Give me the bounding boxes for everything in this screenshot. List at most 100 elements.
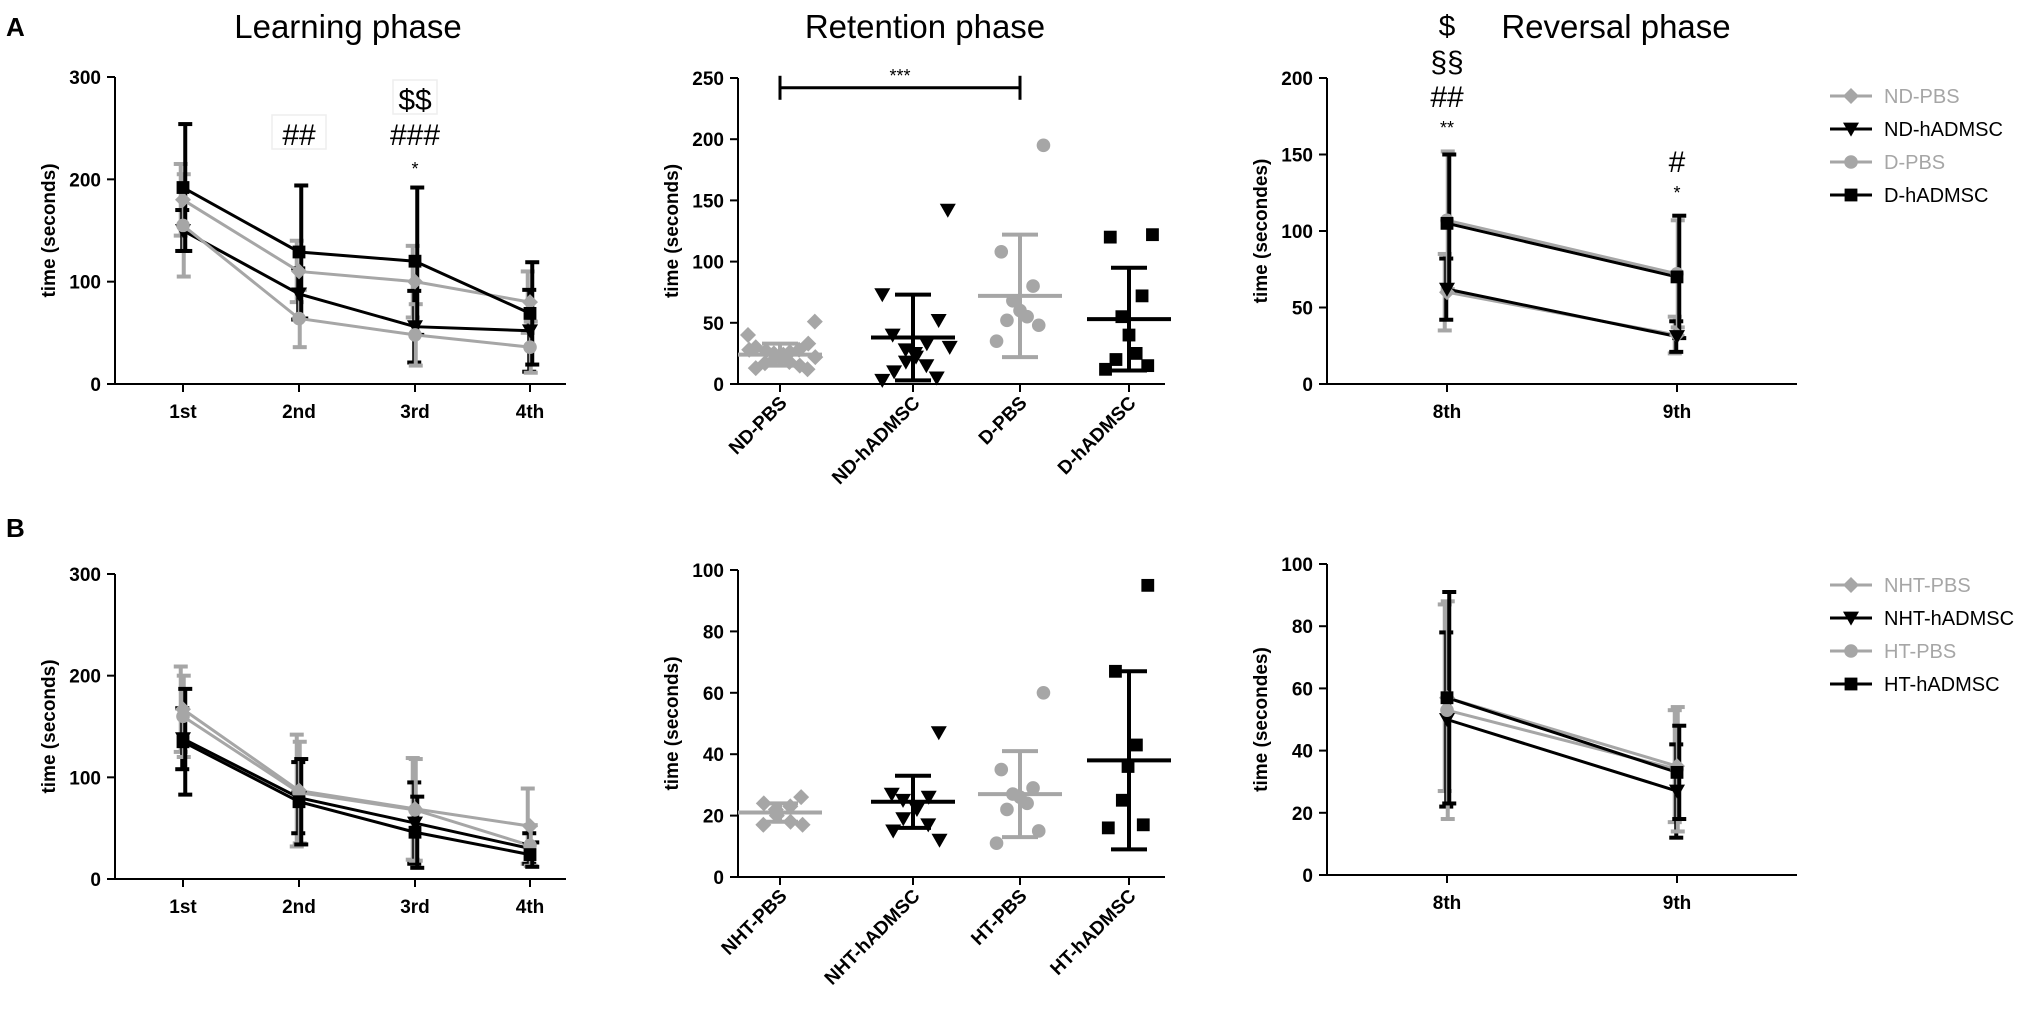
y-tick-label: 200	[692, 130, 724, 151]
x-tick-label: 1st	[169, 402, 197, 423]
series-line	[182, 229, 531, 333]
data-point	[989, 334, 1004, 348]
x-tick-label: D-PBS	[975, 393, 1032, 450]
data-point	[807, 349, 824, 366]
legend-label: NHT-PBS	[1884, 575, 1971, 597]
legend-label: HT-hADMSC	[1884, 674, 2000, 696]
data-point	[291, 263, 307, 280]
legends: ND-PBS ND-hADMSC D-PBS D-hADMSC NHT-PBS NHT-h…	[1830, 86, 2014, 696]
data-point	[1000, 802, 1014, 817]
y-tick-label: 150	[692, 191, 724, 212]
legend-marker	[1843, 577, 1859, 593]
data-point	[292, 795, 306, 809]
y-tick-label: 150	[1281, 146, 1313, 167]
chart-title: Learning phase	[234, 8, 462, 45]
y-axis-label: time (seconds)	[662, 656, 683, 790]
data-point	[941, 340, 958, 355]
y-tick-label: 300	[69, 565, 101, 586]
data-point	[291, 287, 307, 302]
series-line	[1446, 221, 1678, 279]
data-point	[407, 320, 423, 335]
data-point	[994, 762, 1009, 777]
data-point	[794, 816, 811, 833]
data-point	[176, 709, 190, 724]
x-tick-label: 3rd	[400, 402, 430, 423]
data-point	[1136, 818, 1150, 832]
data-point	[897, 355, 914, 370]
data-point	[292, 245, 306, 259]
y-axis-label: time (seconds)	[39, 659, 60, 793]
y-tick-label: 200	[69, 170, 101, 191]
data-point	[989, 836, 1004, 851]
data-point	[1031, 318, 1046, 333]
data-point	[1036, 686, 1051, 700]
data-point	[1020, 796, 1034, 811]
legend-b: NHT-PBS NHT-hADMSC HT-PBS HT-hADMSC	[1830, 575, 2014, 696]
significance-annotation: **	[1440, 118, 1454, 138]
data-point	[523, 306, 537, 320]
series-line	[182, 198, 531, 304]
data-point	[522, 294, 538, 311]
significance-annotation: *	[411, 159, 418, 179]
y-tick-label: 80	[1292, 617, 1313, 638]
y-tick-label: 60	[1292, 679, 1313, 700]
data-point	[799, 361, 816, 378]
y-axis-label: time (seconds)	[662, 164, 683, 298]
x-tick-label: 8th	[1433, 893, 1462, 914]
y-tick-label: 0	[713, 868, 724, 889]
data-point	[1026, 781, 1040, 795]
significance-annotation: §§	[1430, 46, 1463, 79]
data-point	[407, 273, 423, 290]
data-point	[408, 254, 422, 268]
data-point	[408, 328, 422, 342]
y-tick-label: 200	[1281, 69, 1313, 90]
chart-title: Retention phase	[805, 8, 1045, 45]
legend-label: NHT-hADMSC	[1884, 608, 2014, 630]
x-tick-label: 3rd	[400, 897, 430, 918]
data-point	[886, 365, 903, 380]
x-tick-label: NHT-hADMSC	[821, 885, 925, 989]
significance-annotation: ##	[282, 119, 316, 152]
x-tick-label: HT-PBS	[967, 886, 1031, 950]
data-point	[1031, 824, 1046, 838]
y-axis-label: time (secondes)	[1251, 159, 1272, 304]
x-tick-label: 9th	[1663, 893, 1692, 914]
x-tick-label: 4th	[516, 402, 545, 423]
data-point	[920, 818, 937, 833]
legend-label: HT-PBS	[1884, 641, 1956, 663]
series-line	[182, 707, 531, 828]
data-point	[1129, 738, 1143, 752]
y-tick-label: 100	[69, 273, 101, 294]
data-point	[1135, 289, 1149, 303]
y-tick-label: 300	[69, 68, 101, 89]
annotation-box	[392, 79, 438, 115]
data-point	[176, 218, 190, 233]
series-line	[1446, 287, 1678, 339]
data-point	[175, 191, 191, 208]
data-point	[1440, 216, 1454, 230]
data-point	[408, 803, 422, 817]
data-point	[1141, 578, 1155, 592]
data-point	[1115, 793, 1129, 807]
y-tick-label: 100	[69, 768, 101, 789]
data-point	[920, 790, 937, 805]
series-line	[182, 186, 531, 315]
data-point	[994, 245, 1009, 259]
data-point	[1669, 784, 1685, 799]
data-point	[918, 337, 935, 352]
chart-title: Reversal phase	[1501, 8, 1730, 45]
data-point	[930, 313, 947, 328]
data-point	[1115, 310, 1129, 324]
legend-marker	[1843, 88, 1859, 104]
chart-b-retention: 0 20 40 60 80 100 time (seconds) NHT-PBS NHT-hAD…	[662, 561, 1171, 989]
y-tick-label: 0	[90, 870, 101, 891]
y-tick-label: 40	[1292, 742, 1313, 763]
bracket-label: ***	[889, 66, 910, 86]
data-point	[1669, 330, 1685, 345]
x-tick-label: 2nd	[282, 897, 316, 918]
data-point	[1101, 821, 1115, 835]
significance-annotation: $	[1439, 10, 1456, 43]
data-point	[523, 340, 537, 354]
y-tick-label: 100	[692, 253, 724, 274]
